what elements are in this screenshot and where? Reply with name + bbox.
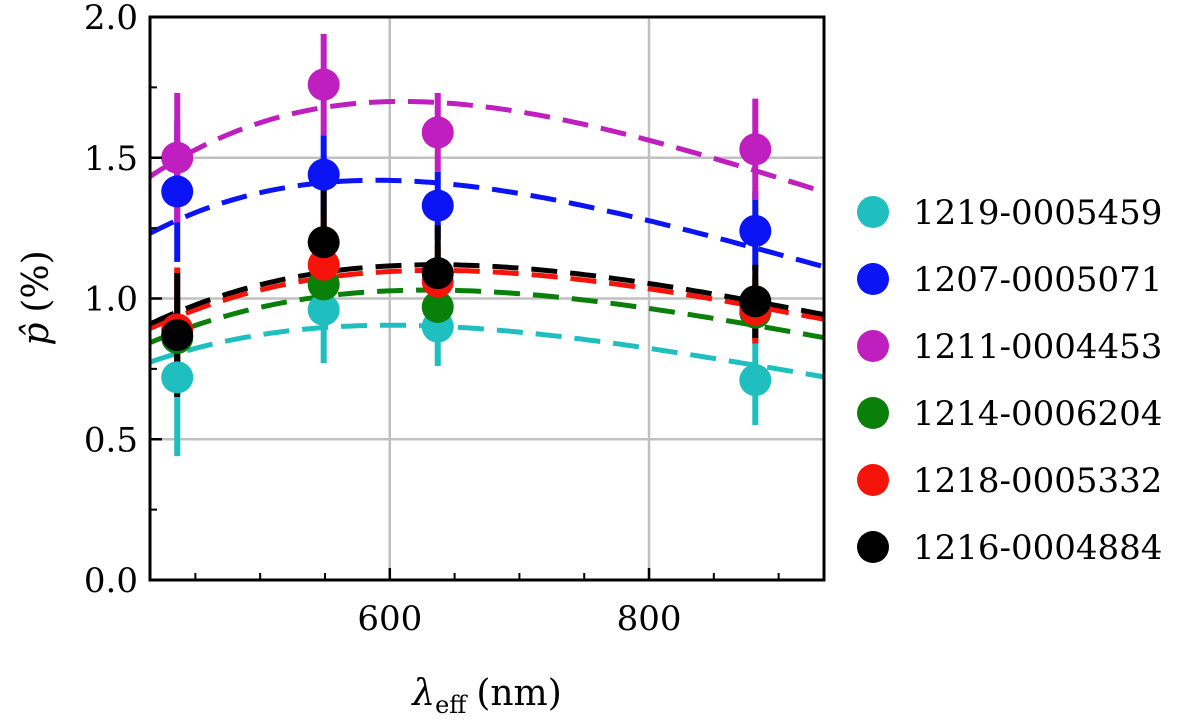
data-point [739, 285, 772, 318]
data-point [161, 361, 194, 394]
fit-curves [150, 99, 824, 380]
data-point [421, 116, 454, 149]
x-axis-label: λeff (nm) [410, 673, 562, 719]
legend-marker [857, 263, 889, 295]
y-axis-label: p̂ (%) [16, 250, 57, 345]
legend-label: 1216-0004884 [913, 528, 1162, 568]
data-point [307, 248, 340, 281]
legend-label: 1214-0006204 [913, 394, 1162, 434]
fit-curve-1218-0005332 [150, 267, 824, 331]
y-axis-label-main: p̂ [16, 323, 57, 346]
y-axis-label-unit: (%) [16, 250, 57, 312]
data-point [421, 290, 454, 323]
legend-marker [857, 196, 889, 228]
legend-label: 1219-0005459 [913, 193, 1162, 233]
x-axis-label-unit: (nm) [476, 673, 561, 714]
data-point [161, 141, 194, 174]
legend-marker [857, 464, 889, 496]
y-tick-label: 0.5 [84, 420, 138, 460]
data-point [421, 189, 454, 222]
data-point [161, 319, 194, 352]
x-axis-label-main: λ [410, 673, 435, 714]
data-point [739, 214, 772, 247]
data-point [421, 257, 454, 290]
fit-curve-1216-0004884 [150, 262, 824, 327]
legend-marker [857, 531, 889, 563]
data-point [307, 158, 340, 191]
y-tick-label: 2.0 [84, 0, 138, 38]
grid-lines [150, 15, 824, 582]
x-tick-label: 800 [617, 599, 682, 639]
legend: 1219-0005459 1207-0005071 1211-0004453 1214… [857, 193, 1162, 568]
y-tick-label: 1.0 [84, 280, 138, 320]
legend-label: 1211-0004453 [913, 327, 1162, 367]
fit-curve-1214-0006204 [150, 287, 824, 346]
legend-marker [857, 397, 889, 429]
legend-label: 1218-0005332 [913, 461, 1162, 501]
fit-curve-1211-0004453 [150, 99, 824, 195]
axis-ticks: 600 800 0.0 0.5 1.0 1.5 2.0 [84, 0, 780, 639]
data-point [739, 364, 772, 397]
data-point [307, 226, 340, 259]
y-tick-label: 0.0 [84, 561, 138, 601]
legend-label: 1207-0005071 [913, 260, 1162, 300]
data-point [307, 293, 340, 326]
data-point [307, 68, 340, 101]
y-tick-label: 1.5 [84, 139, 138, 179]
data-point [739, 133, 772, 166]
x-tick-label: 600 [357, 599, 422, 639]
data-point [161, 175, 194, 208]
fit-curve-1219-0005459 [150, 322, 824, 380]
x-axis-label-sub: eff [435, 691, 468, 719]
data-points [161, 68, 772, 397]
error-bars [174, 33, 759, 457]
legend-marker [857, 330, 889, 362]
fit-curve-1207-0005071 [150, 177, 824, 270]
